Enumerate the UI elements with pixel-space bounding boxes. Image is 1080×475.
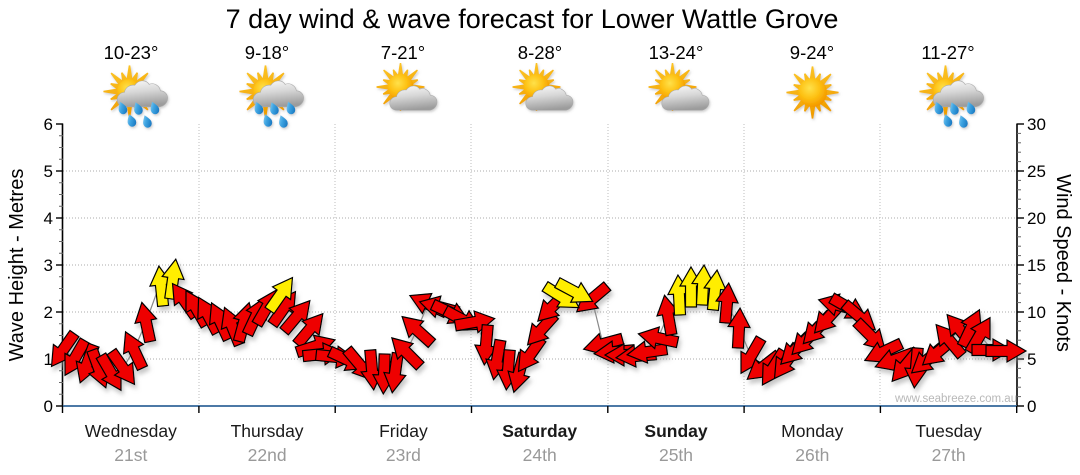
svg-text:Wind Speed - Knots: Wind Speed - Knots: [1052, 174, 1074, 352]
svg-text:15: 15: [1027, 256, 1046, 275]
svg-text:6: 6: [44, 115, 53, 134]
svg-text:Sunday: Sunday: [644, 421, 707, 441]
svg-text:0: 0: [1027, 397, 1036, 416]
svg-text:3: 3: [44, 256, 53, 275]
svg-text:9-24°: 9-24°: [790, 42, 834, 63]
svg-text:22nd: 22nd: [248, 445, 287, 465]
svg-text:7-21°: 7-21°: [381, 42, 425, 63]
svg-text:10: 10: [1027, 303, 1046, 322]
svg-text:Wednesday: Wednesday: [85, 421, 177, 441]
svg-text:Monday: Monday: [781, 421, 844, 441]
svg-text:7 day wind & wave forecast for: 7 day wind & wave forecast for Lower Wat…: [226, 4, 839, 34]
svg-text:11-27°: 11-27°: [921, 42, 974, 63]
svg-text:25th: 25th: [659, 445, 693, 465]
svg-text:23rd: 23rd: [386, 445, 421, 465]
svg-text:1: 1: [44, 350, 53, 369]
svg-text:2: 2: [44, 303, 53, 322]
svg-text:10-23°: 10-23°: [104, 42, 159, 63]
svg-text:Friday: Friday: [379, 421, 428, 441]
svg-text:5: 5: [1027, 350, 1036, 369]
svg-text:Thursday: Thursday: [231, 421, 304, 441]
svg-text:21st: 21st: [114, 445, 147, 465]
svg-text:13-24°: 13-24°: [649, 42, 704, 63]
svg-text:Saturday: Saturday: [502, 421, 577, 441]
svg-text:27th: 27th: [932, 445, 966, 465]
svg-text:26th: 26th: [795, 445, 829, 465]
svg-text:4: 4: [44, 209, 53, 228]
svg-text:www.seabreeze.com.au: www.seabreeze.com.au: [894, 393, 1017, 405]
svg-text:20: 20: [1027, 209, 1046, 228]
svg-text:8-28°: 8-28°: [518, 42, 562, 63]
svg-text:9-18°: 9-18°: [245, 42, 289, 63]
svg-text:25: 25: [1027, 162, 1046, 181]
svg-text:Tuesday: Tuesday: [915, 421, 982, 441]
svg-text:Wave Height - Metres: Wave Height - Metres: [6, 169, 28, 362]
svg-text:0: 0: [44, 397, 53, 416]
svg-text:30: 30: [1027, 115, 1046, 134]
svg-text:5: 5: [44, 162, 53, 181]
svg-text:24th: 24th: [523, 445, 557, 465]
